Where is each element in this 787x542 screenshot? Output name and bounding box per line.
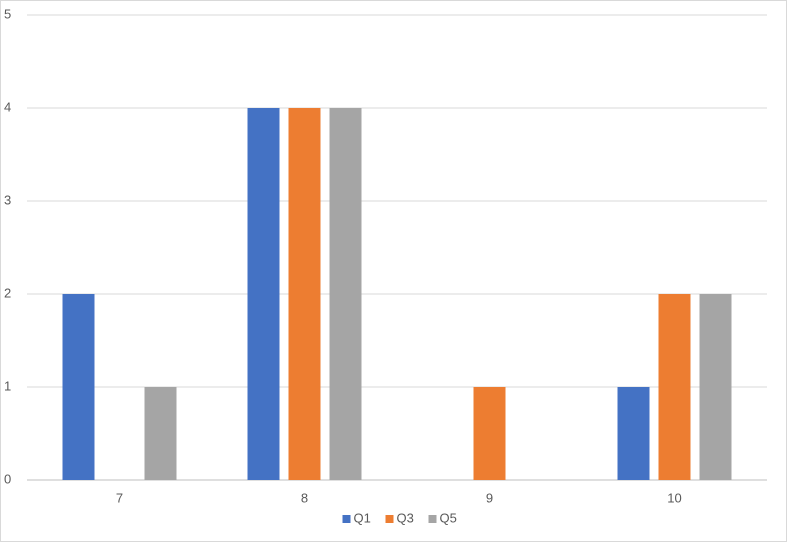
x-tick-label: 8: [301, 490, 308, 505]
bar: [288, 108, 321, 480]
x-tick-label: 10: [667, 490, 681, 505]
legend-label: Q3: [397, 510, 414, 525]
y-tick-label: 5: [4, 6, 11, 21]
bar: [329, 108, 362, 480]
bar: [473, 387, 506, 480]
legend-swatch: [342, 515, 351, 523]
bar: [144, 387, 177, 480]
bar: [658, 294, 691, 480]
y-tick-label: 4: [4, 99, 11, 114]
bar: [617, 387, 650, 480]
bar: [699, 294, 732, 480]
y-tick-label: 2: [4, 285, 11, 300]
legend-label: Q5: [440, 510, 457, 525]
x-tick-label: 7: [116, 490, 123, 505]
legend-label: Q1: [354, 510, 371, 525]
legend-swatch: [428, 515, 437, 523]
y-tick-label: 1: [4, 378, 11, 393]
x-tick-label: 9: [486, 490, 493, 505]
y-tick-label: 0: [4, 471, 11, 486]
bar: [62, 294, 95, 480]
bar: [247, 108, 280, 480]
y-tick-label: 3: [4, 192, 11, 207]
legend-swatch: [385, 515, 394, 523]
